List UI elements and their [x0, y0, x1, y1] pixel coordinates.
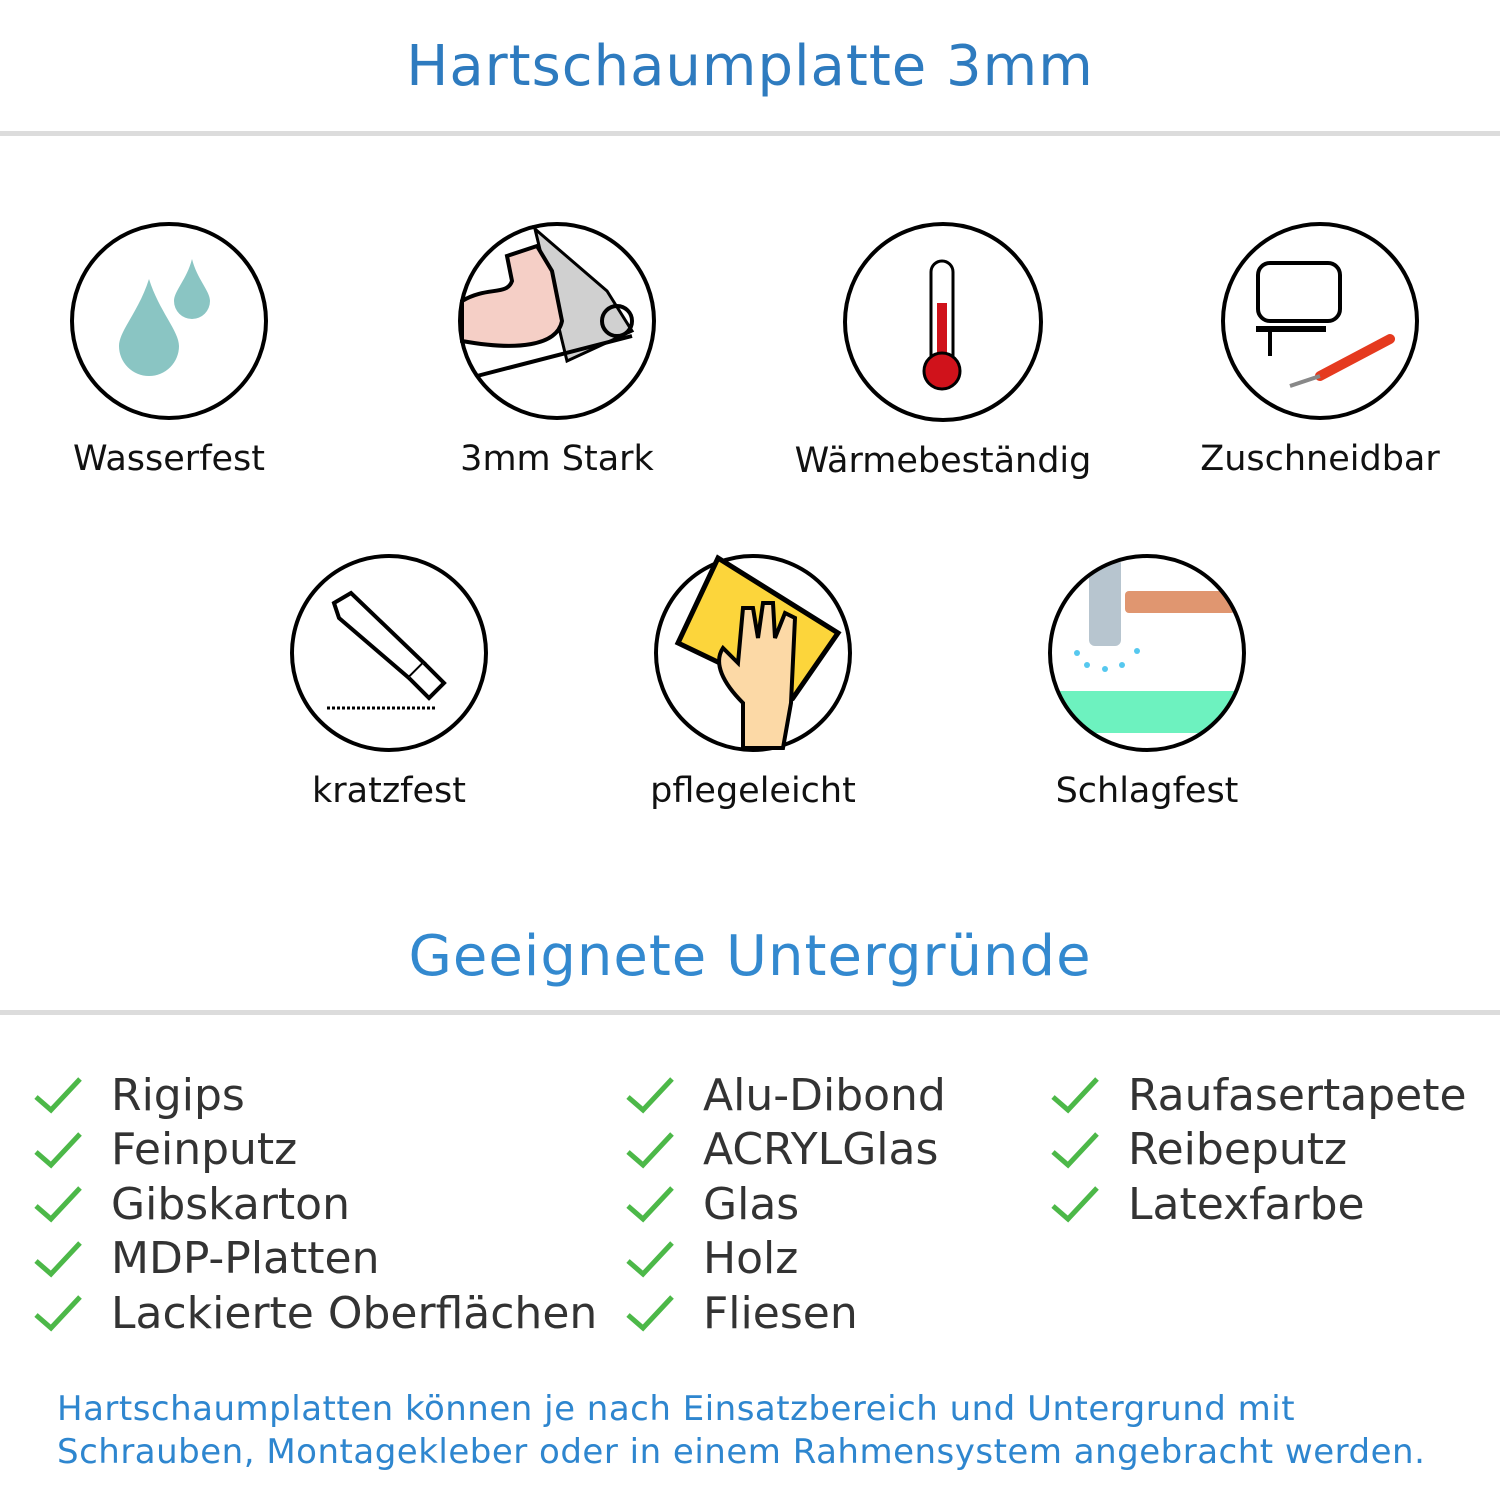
surfaces-column-3: Raufasertapete Reibeputz Latexfarbe	[1050, 1068, 1467, 1232]
footer-note: Hartschaumplatten können je nach Einsatz…	[57, 1388, 1425, 1474]
feature-kratzfest: kratzfest	[239, 553, 539, 811]
check-icon	[34, 1077, 82, 1114]
list-item: Alu-Dibond	[625, 1068, 946, 1123]
list-item: ACRYLGlas	[625, 1123, 946, 1178]
feature-label: pflegeleicht	[650, 771, 856, 811]
page-title: Hartschaumplatte 3mm	[406, 34, 1094, 99]
feature-wasserfest: Wasserfest	[19, 221, 319, 479]
check-icon	[626, 1295, 674, 1332]
list-item: Latexfarbe	[1050, 1177, 1467, 1232]
strong-arm-icon	[458, 222, 656, 420]
feature-3mm-stark: 3mm Stark	[407, 221, 707, 479]
check-icon	[626, 1132, 674, 1169]
check-icon	[34, 1241, 82, 1278]
check-icon	[1051, 1186, 1099, 1223]
surfaces-heading: Geeignete Untergründe	[408, 924, 1092, 989]
check-icon	[34, 1132, 82, 1169]
cleaning-hand-icon	[654, 554, 852, 752]
check-icon	[34, 1295, 82, 1332]
feature-label: kratzfest	[311, 771, 466, 811]
check-icon	[626, 1186, 674, 1223]
check-icon	[1051, 1132, 1099, 1169]
check-icon	[1051, 1077, 1099, 1114]
feature-pflegeleicht: pflegeleicht	[603, 553, 903, 811]
footer-line-1: Hartschaumplatten können je nach Einsatz…	[57, 1389, 1296, 1429]
list-item: Rigips	[33, 1068, 597, 1123]
hammer-icon	[1048, 554, 1246, 752]
water-drops-icon	[70, 222, 268, 420]
list-item: Gibskarton	[33, 1177, 597, 1232]
thermometer-icon	[843, 222, 1043, 422]
check-icon	[626, 1077, 674, 1114]
footer-line-2: Schrauben, Montagekleber oder in einem R…	[57, 1432, 1426, 1472]
jigsaw-cutter-icon	[1221, 222, 1419, 420]
feature-label: Wasserfest	[72, 439, 266, 479]
utility-knife-icon	[290, 554, 488, 752]
feature-label: Schlagfest	[1055, 771, 1239, 811]
list-item: Feinputz	[33, 1123, 597, 1178]
surfaces-column-1: Rigips Feinputz Gibskarton MDP-Platten L…	[33, 1068, 597, 1341]
list-item: Lackierte Oberflächen	[33, 1286, 597, 1341]
surfaces-column-2: Alu-Dibond ACRYLGlas Glas Holz Fliesen	[625, 1068, 946, 1341]
feature-schlagfest: Schlagfest	[997, 553, 1297, 811]
list-item: Holz	[625, 1232, 946, 1287]
divider	[0, 131, 1500, 136]
list-item: Reibeputz	[1050, 1123, 1467, 1178]
list-item: Glas	[625, 1177, 946, 1232]
check-icon	[34, 1186, 82, 1223]
feature-label: Wärmebeständig	[794, 441, 1092, 481]
divider	[0, 1010, 1500, 1015]
list-item: Fliesen	[625, 1286, 946, 1341]
feature-waermebestaendig: Wärmebeständig	[793, 221, 1093, 481]
feature-label: 3mm Stark	[460, 439, 654, 479]
feature-zuschneidbar: Zuschneidbar	[1170, 221, 1470, 479]
list-item: MDP-Platten	[33, 1232, 597, 1287]
check-icon	[626, 1241, 674, 1278]
list-item: Raufasertapete	[1050, 1068, 1467, 1123]
feature-label: Zuschneidbar	[1200, 439, 1440, 479]
